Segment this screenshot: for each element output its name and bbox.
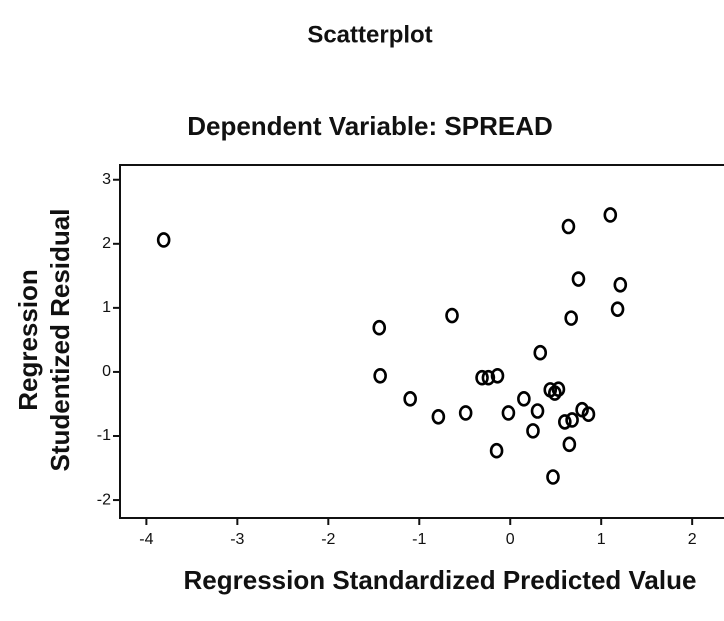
point	[489, 442, 504, 459]
point	[445, 307, 459, 324]
point	[517, 391, 531, 407]
point	[481, 369, 496, 386]
plot-frame	[119, 164, 724, 519]
x-tick-label: 0	[506, 531, 515, 548]
point	[548, 385, 562, 401]
y-tick-label: -2	[97, 491, 111, 508]
y-tick-label: 0	[102, 363, 111, 380]
point	[475, 369, 489, 386]
y-axis-label: Studentized Residual	[45, 209, 75, 472]
y-tick-label: 2	[102, 235, 111, 252]
y-tick-label: -1	[97, 427, 111, 444]
point	[533, 344, 548, 361]
point	[373, 367, 387, 384]
point	[530, 403, 545, 419]
chart-subtitle: Dependent Variable: SPREAD	[187, 111, 553, 141]
x-tick-label: -4	[139, 531, 153, 548]
point	[372, 319, 387, 336]
point	[561, 218, 576, 235]
point	[581, 406, 596, 423]
y-tick-label: 3	[102, 171, 111, 188]
point	[546, 469, 560, 485]
point	[613, 277, 628, 293]
x-tick-label: 2	[688, 531, 697, 548]
point	[603, 207, 618, 223]
point	[571, 271, 586, 287]
point	[558, 414, 572, 430]
point	[610, 301, 625, 317]
point	[565, 412, 579, 428]
x-tick-label: -2	[321, 531, 335, 548]
point	[403, 391, 417, 407]
point	[458, 405, 473, 421]
point	[526, 423, 540, 439]
x-tick-label: 1	[597, 531, 606, 548]
point	[490, 367, 505, 384]
point	[562, 436, 577, 453]
x-tick-label: -1	[412, 531, 426, 548]
point	[564, 310, 578, 326]
point	[501, 405, 516, 421]
y-axis-label: Regression	[13, 269, 43, 411]
point	[156, 232, 171, 248]
x-tick-label: -3	[230, 531, 244, 548]
y-tick-label: 1	[102, 299, 111, 316]
x-axis-label: Regression Standardized Predicted Value	[184, 565, 697, 595]
point	[431, 408, 446, 425]
chart-title: Scatterplot	[307, 21, 432, 48]
